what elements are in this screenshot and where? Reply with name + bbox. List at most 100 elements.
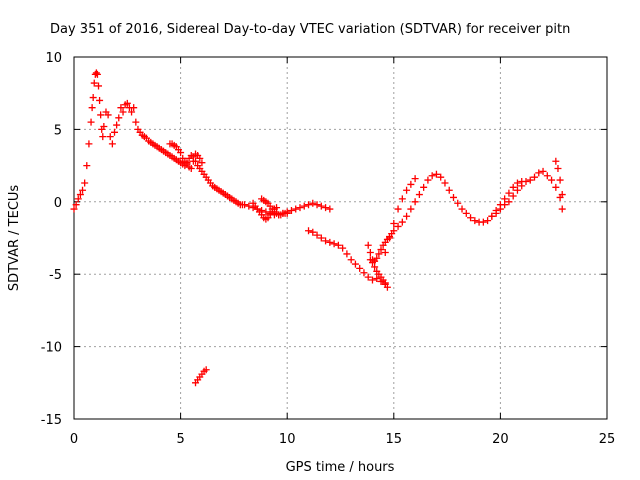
data-point <box>488 212 496 220</box>
data-point <box>117 104 125 112</box>
data-points <box>70 69 566 387</box>
data-point <box>347 256 355 264</box>
data-point <box>407 180 415 188</box>
data-point <box>187 164 195 172</box>
series-outlier <box>192 366 210 387</box>
data-point <box>479 218 487 226</box>
data-point <box>390 227 398 235</box>
data-point <box>356 264 364 272</box>
y-axis: -15 -10 -5 0 5 10 <box>41 51 607 428</box>
data-point <box>398 218 406 226</box>
y-tick-label: 5 <box>54 123 62 138</box>
x-tick-label: 25 <box>599 432 616 447</box>
data-point <box>407 205 415 213</box>
data-point <box>398 195 406 203</box>
x-tick-label: 10 <box>279 432 296 447</box>
data-point <box>492 209 500 217</box>
data-point <box>326 238 334 246</box>
data-point <box>403 186 411 194</box>
data-point <box>403 212 411 220</box>
series-segment-2 <box>305 227 391 291</box>
data-point <box>513 186 521 194</box>
data-point <box>558 205 566 213</box>
data-point <box>119 108 127 116</box>
data-point <box>90 79 98 87</box>
data-point <box>552 157 560 165</box>
data-point <box>424 176 432 184</box>
data-point <box>509 192 517 200</box>
data-point <box>76 191 84 199</box>
series-main <box>70 69 334 219</box>
data-point <box>330 240 338 248</box>
series-segment-3 <box>366 167 566 267</box>
data-point <box>535 169 543 177</box>
data-point <box>467 214 475 222</box>
data-point <box>552 183 560 191</box>
data-point <box>351 260 359 268</box>
y-tick-label: -10 <box>41 341 62 356</box>
data-point <box>364 241 372 249</box>
y-tick-label: -15 <box>41 413 62 428</box>
data-point <box>496 205 504 213</box>
data-point <box>339 244 347 252</box>
data-point <box>377 246 385 254</box>
data-point <box>394 222 402 230</box>
data-point <box>411 198 419 206</box>
data-point <box>79 186 87 194</box>
data-point <box>177 149 185 157</box>
data-point <box>449 193 457 201</box>
data-point <box>123 99 131 107</box>
chart-title: Day 351 of 2016, Sidereal Day-to-day VTE… <box>50 22 570 37</box>
data-point <box>93 70 101 78</box>
data-point <box>85 140 93 148</box>
data-point <box>322 204 330 212</box>
x-tick-label: 15 <box>386 432 403 447</box>
data-point <box>518 182 526 190</box>
data-point <box>88 104 96 112</box>
data-point <box>128 108 136 116</box>
x-tick-label: 0 <box>70 432 78 447</box>
data-point <box>245 202 253 210</box>
data-point <box>305 227 313 235</box>
data-point <box>130 104 138 112</box>
data-point <box>334 241 342 249</box>
data-point <box>296 204 304 212</box>
y-tick-label: 0 <box>54 196 62 211</box>
data-point <box>375 250 383 258</box>
data-point <box>390 220 398 228</box>
data-point <box>366 248 374 256</box>
data-point <box>95 82 103 90</box>
y-tick-label: 10 <box>45 51 62 66</box>
data-point <box>104 111 112 119</box>
data-point <box>548 176 556 184</box>
data-point <box>70 205 78 213</box>
data-point <box>309 199 317 207</box>
grid <box>74 57 607 419</box>
data-point <box>554 164 562 172</box>
data-point <box>445 186 453 194</box>
data-point <box>96 96 104 104</box>
data-point <box>505 189 513 197</box>
series-branch-d <box>381 157 566 256</box>
data-point <box>381 248 389 256</box>
data-point <box>241 201 249 209</box>
data-point <box>501 201 509 209</box>
data-point <box>92 69 100 77</box>
data-point <box>322 237 330 245</box>
data-point <box>531 173 539 181</box>
data-point <box>509 183 517 191</box>
data-point <box>522 178 530 186</box>
data-point <box>72 201 80 209</box>
data-point <box>415 191 423 199</box>
data-point <box>132 118 140 126</box>
data-point <box>196 154 204 162</box>
data-point <box>556 176 564 184</box>
data-point <box>558 191 566 199</box>
data-point <box>432 170 440 178</box>
data-point <box>505 198 513 206</box>
data-point <box>100 123 108 131</box>
data-point <box>484 217 492 225</box>
data-point <box>462 209 470 217</box>
data-point <box>300 202 308 210</box>
data-point <box>441 179 449 187</box>
